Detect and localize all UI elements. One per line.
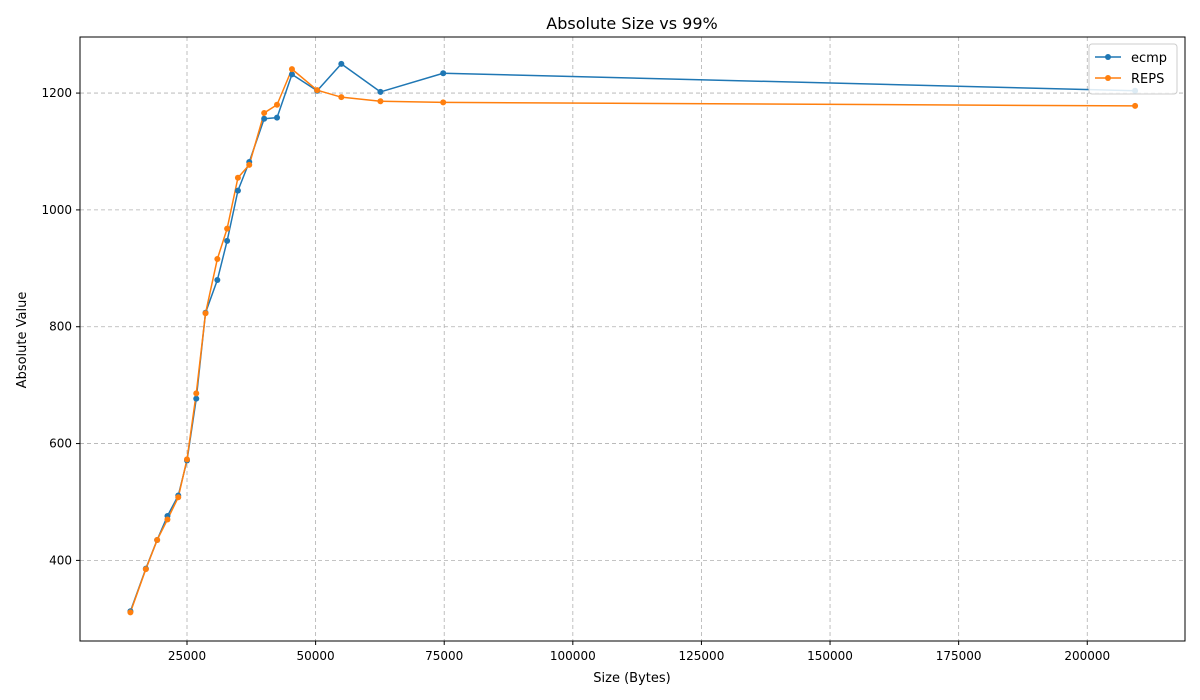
legend: ecmp REPS bbox=[1088, 43, 1178, 95]
data-point-ecmp bbox=[440, 70, 447, 77]
x-tick-label: 75000 bbox=[425, 649, 463, 663]
data-point-reps bbox=[1132, 102, 1139, 109]
y-axis-ticks: 400 600 800 1000 1200 bbox=[41, 86, 80, 567]
data-point-reps bbox=[288, 66, 295, 73]
y-axis-title: Absolute Value bbox=[15, 292, 30, 389]
data-point-reps bbox=[214, 255, 221, 262]
x-tick-label: 175000 bbox=[936, 649, 982, 663]
data-point-ecmp bbox=[338, 60, 345, 67]
legend-marker-ecmp bbox=[1105, 54, 1111, 60]
data-point-ecmp bbox=[224, 237, 231, 244]
data-point-reps bbox=[175, 494, 182, 501]
legend-label-ecmp: ecmp bbox=[1131, 51, 1167, 66]
data-point-reps bbox=[246, 161, 253, 168]
x-axis-ticks: 25000 50000 75000 100000 125000 150000 175000 2… bbox=[168, 641, 1110, 663]
data-point-reps bbox=[377, 98, 384, 105]
y-tick-label: 600 bbox=[49, 437, 72, 451]
y-tick-label: 800 bbox=[49, 320, 72, 334]
data-point-reps bbox=[127, 609, 134, 616]
data-point-reps bbox=[234, 174, 241, 181]
x-tick-label: 50000 bbox=[297, 649, 335, 663]
x-axis-title: Size (Bytes) bbox=[593, 671, 670, 686]
data-point-reps bbox=[314, 87, 321, 94]
data-point-reps bbox=[164, 516, 171, 523]
legend-marker-reps bbox=[1105, 75, 1111, 81]
series-line-ecmp bbox=[129, 63, 1136, 612]
data-point-ecmp bbox=[234, 187, 241, 194]
data-point-ecmp bbox=[288, 71, 295, 78]
data-point-reps bbox=[261, 109, 268, 116]
y-tick-label: 400 bbox=[49, 553, 72, 567]
data-point-reps bbox=[224, 225, 231, 232]
x-tick-label: 100000 bbox=[550, 649, 596, 663]
x-tick-label: 25000 bbox=[168, 649, 206, 663]
plot-frame bbox=[79, 36, 1186, 642]
y-tick-label: 1200 bbox=[41, 86, 72, 100]
data-point-reps bbox=[202, 310, 209, 317]
y-tick-label: 1000 bbox=[41, 203, 72, 217]
data-point-reps bbox=[338, 94, 345, 101]
data-point-ecmp bbox=[377, 88, 384, 95]
data-point-reps bbox=[154, 536, 161, 543]
x-tick-label: 125000 bbox=[679, 649, 725, 663]
data-point-reps bbox=[193, 390, 200, 397]
data-point-ecmp bbox=[274, 114, 281, 121]
x-tick-label: 200000 bbox=[1064, 649, 1110, 663]
data-point-ecmp bbox=[261, 115, 268, 122]
chart-title: Absolute Size vs 99% bbox=[546, 14, 717, 33]
data-point-reps bbox=[440, 99, 447, 106]
x-tick-label: 150000 bbox=[807, 649, 853, 663]
legend-label-reps: REPS bbox=[1131, 72, 1164, 87]
data-point-reps bbox=[274, 101, 281, 108]
data-point-reps bbox=[142, 566, 149, 573]
data-point-reps bbox=[184, 456, 191, 463]
data-point-ecmp bbox=[214, 277, 221, 284]
data-point-ecmp bbox=[193, 395, 200, 402]
grid bbox=[80, 37, 1185, 641]
